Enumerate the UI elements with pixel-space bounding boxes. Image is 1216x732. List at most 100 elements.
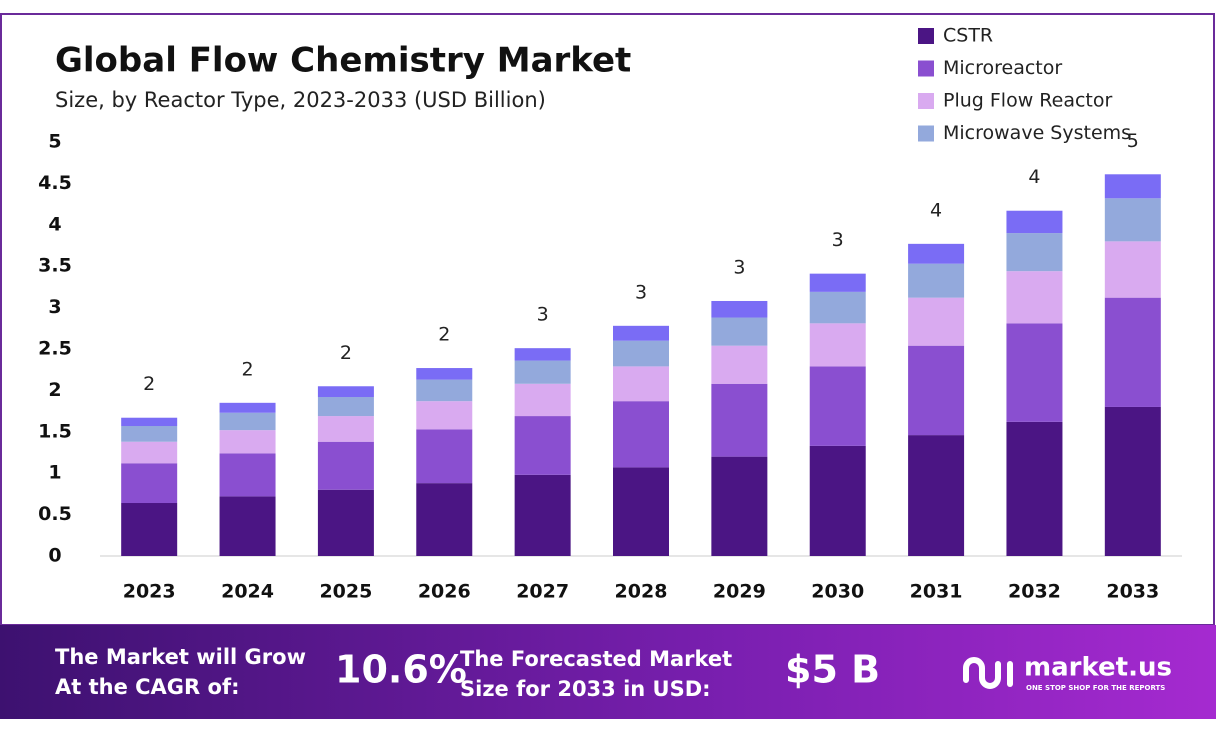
bar-segment [711, 383, 768, 457]
x-tick-label: 2029 [713, 581, 766, 603]
bar-segment [711, 345, 768, 384]
footer-text: The Market will Grow [55, 645, 306, 669]
bar-segment [711, 456, 768, 556]
bar-segment [416, 483, 473, 556]
bar-segment [121, 503, 178, 556]
x-tick-label: 2028 [615, 581, 668, 603]
bar-segment [514, 360, 571, 384]
bar-segment [514, 383, 571, 417]
bar-segment [514, 348, 571, 361]
y-tick-label: 2.5 [38, 338, 72, 360]
total-label: 2 [143, 373, 155, 395]
bar-segment [809, 273, 866, 292]
bar-segment [1006, 271, 1063, 324]
bar-segment [317, 441, 374, 490]
bar-segment [219, 496, 276, 556]
x-tick-label: 2032 [1008, 581, 1061, 603]
x-tick-label: 2026 [418, 581, 471, 603]
bar-segment [416, 429, 473, 484]
y-tick-label: 1.5 [38, 420, 72, 442]
legend-swatch [918, 28, 934, 44]
legend-swatch [918, 125, 934, 142]
bar-segment [121, 463, 178, 504]
bar-segment [809, 291, 866, 324]
bar-segment [121, 426, 178, 442]
bar-segment [908, 243, 965, 264]
bar-segment [1006, 421, 1063, 556]
footer-band [0, 625, 1216, 719]
bar-segment [1104, 406, 1161, 556]
total-label: 3 [635, 281, 647, 303]
y-tick-label: 4 [48, 213, 61, 235]
bar-segment [121, 441, 178, 464]
bar-segment [908, 345, 965, 436]
bar-segment [613, 325, 669, 341]
legend-swatch [918, 60, 934, 77]
bar-segment [613, 340, 669, 367]
bar-segment [809, 445, 866, 556]
total-label: 3 [733, 256, 745, 278]
legend-label: CSTR [943, 25, 993, 47]
chart-subtitle: Size, by Reactor Type, 2023-2033 (USD Bi… [55, 88, 546, 112]
legend-label: Plug Flow Reactor [943, 90, 1112, 112]
bar-segment [1104, 174, 1161, 199]
x-tick-label: 2023 [123, 581, 176, 603]
y-tick-label: 0 [48, 545, 61, 567]
y-tick-label: 4.5 [38, 172, 72, 194]
bar-segment [613, 401, 669, 468]
x-tick-label: 2025 [319, 581, 372, 603]
x-tick-label: 2027 [516, 581, 569, 603]
total-label: 4 [930, 199, 942, 221]
bar-segment [416, 401, 473, 430]
bar-segment [809, 366, 866, 446]
total-label: 3 [832, 229, 844, 251]
bar-segment [908, 263, 965, 298]
chart-title: Global Flow Chemistry Market [55, 41, 631, 81]
total-label: 5 [1127, 130, 1139, 152]
y-tick-label: 2 [48, 379, 61, 401]
bar-segment [514, 416, 571, 475]
x-tick-label: 2030 [811, 581, 864, 603]
bar-segment [1104, 297, 1161, 407]
bar-segment [613, 467, 669, 556]
legend-swatch [918, 93, 934, 109]
total-label: 2 [241, 358, 253, 380]
bar-segment [1006, 323, 1063, 422]
bar-segment [317, 397, 374, 417]
y-tick-label: 1 [48, 462, 61, 484]
bar-segment [317, 489, 374, 556]
bar-segment [514, 474, 571, 556]
bar-segment [416, 379, 473, 402]
bar-segment [219, 453, 276, 497]
y-tick-label: 5 [48, 131, 61, 153]
footer-text: The Forecasted Market [460, 647, 732, 671]
bar-segment [613, 366, 669, 402]
footer-text: Size for 2033 in USD: [460, 677, 711, 701]
bar-segment [711, 317, 768, 346]
x-tick-label: 2031 [910, 581, 963, 603]
footer-cagr: 10.6% [335, 648, 467, 692]
total-label: 2 [340, 342, 352, 364]
footer-text: At the CAGR of: [55, 675, 240, 699]
bar-segment [121, 417, 178, 427]
total-label: 2 [438, 324, 450, 346]
brand-logo [963, 657, 1013, 689]
brand-tagline: ONE STOP SHOP FOR THE REPORTS [1026, 684, 1165, 692]
bar-segment [908, 297, 965, 346]
bar-segment [219, 412, 276, 431]
legend-label: Microreactor [943, 57, 1062, 79]
bar-segment [416, 368, 473, 380]
y-tick-label: 3 [48, 296, 61, 318]
bar-segment [1006, 233, 1063, 272]
total-label: 4 [1028, 166, 1040, 188]
bar-segment [219, 430, 276, 454]
y-tick-label: 3.5 [38, 255, 72, 277]
bar-segment [809, 323, 866, 367]
x-tick-label: 2033 [1106, 581, 1159, 603]
brand: market.us [1024, 653, 1172, 683]
bar-segment [711, 300, 768, 318]
bar-segment [1104, 241, 1161, 298]
bar-segment [219, 402, 276, 413]
bar-segment [1006, 210, 1063, 234]
